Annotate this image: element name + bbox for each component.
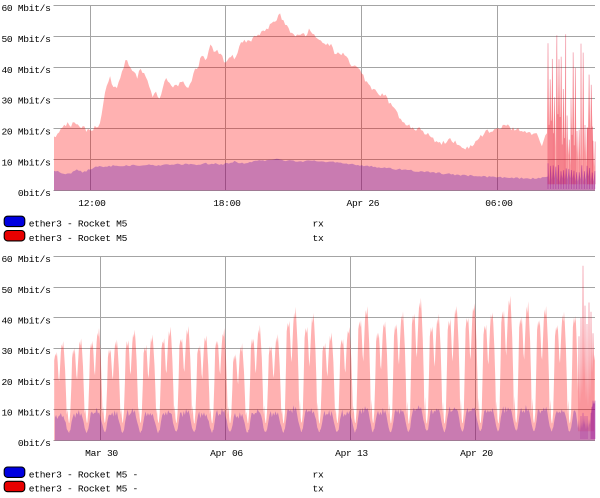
svg-text:06:00: 06:00 <box>485 198 513 209</box>
svg-text:40 Mbit/s: 40 Mbit/s <box>1 65 50 76</box>
svg-text:Apr 26: Apr 26 <box>347 198 380 209</box>
svg-text:20 Mbit/s: 20 Mbit/s <box>1 127 50 138</box>
svg-text:Apr 13: Apr 13 <box>335 448 368 459</box>
svg-text:20 Mbit/s: 20 Mbit/s <box>1 377 50 388</box>
svg-text:tx: tx <box>313 484 324 495</box>
svg-text:ether3 - Rocket M5 -: ether3 - Rocket M5 - <box>29 484 138 495</box>
svg-text:Mar 30: Mar 30 <box>85 448 118 459</box>
svg-text:ether3 - Rocket M5 -: ether3 - Rocket M5 - <box>29 469 138 480</box>
svg-text:50 Mbit/s: 50 Mbit/s <box>1 34 50 45</box>
svg-text:0bit/s: 0bit/s <box>18 188 51 199</box>
svg-text:rx: rx <box>313 219 324 230</box>
svg-text:0bit/s: 0bit/s <box>18 438 51 449</box>
svg-text:ether3 - Rocket M5: ether3 - Rocket M5 <box>29 233 128 244</box>
svg-text:18:00: 18:00 <box>213 198 241 209</box>
svg-text:40 Mbit/s: 40 Mbit/s <box>1 316 50 327</box>
svg-text:60 Mbit/s: 60 Mbit/s <box>1 254 50 265</box>
svg-text:10 Mbit/s: 10 Mbit/s <box>1 408 50 419</box>
svg-text:tx: tx <box>313 233 324 244</box>
svg-text:30 Mbit/s: 30 Mbit/s <box>1 346 50 357</box>
svg-text:30 Mbit/s: 30 Mbit/s <box>1 96 50 107</box>
svg-text:ether3 - Rocket M5: ether3 - Rocket M5 <box>29 219 128 230</box>
svg-text:Apr 06: Apr 06 <box>210 448 243 459</box>
svg-text:12:00: 12:00 <box>78 198 106 209</box>
svg-text:50 Mbit/s: 50 Mbit/s <box>1 285 50 296</box>
svg-text:60 Mbit/s: 60 Mbit/s <box>1 3 50 14</box>
svg-text:10 Mbit/s: 10 Mbit/s <box>1 157 50 168</box>
svg-text:Apr 20: Apr 20 <box>460 448 493 459</box>
svg-text:rx: rx <box>313 469 324 480</box>
